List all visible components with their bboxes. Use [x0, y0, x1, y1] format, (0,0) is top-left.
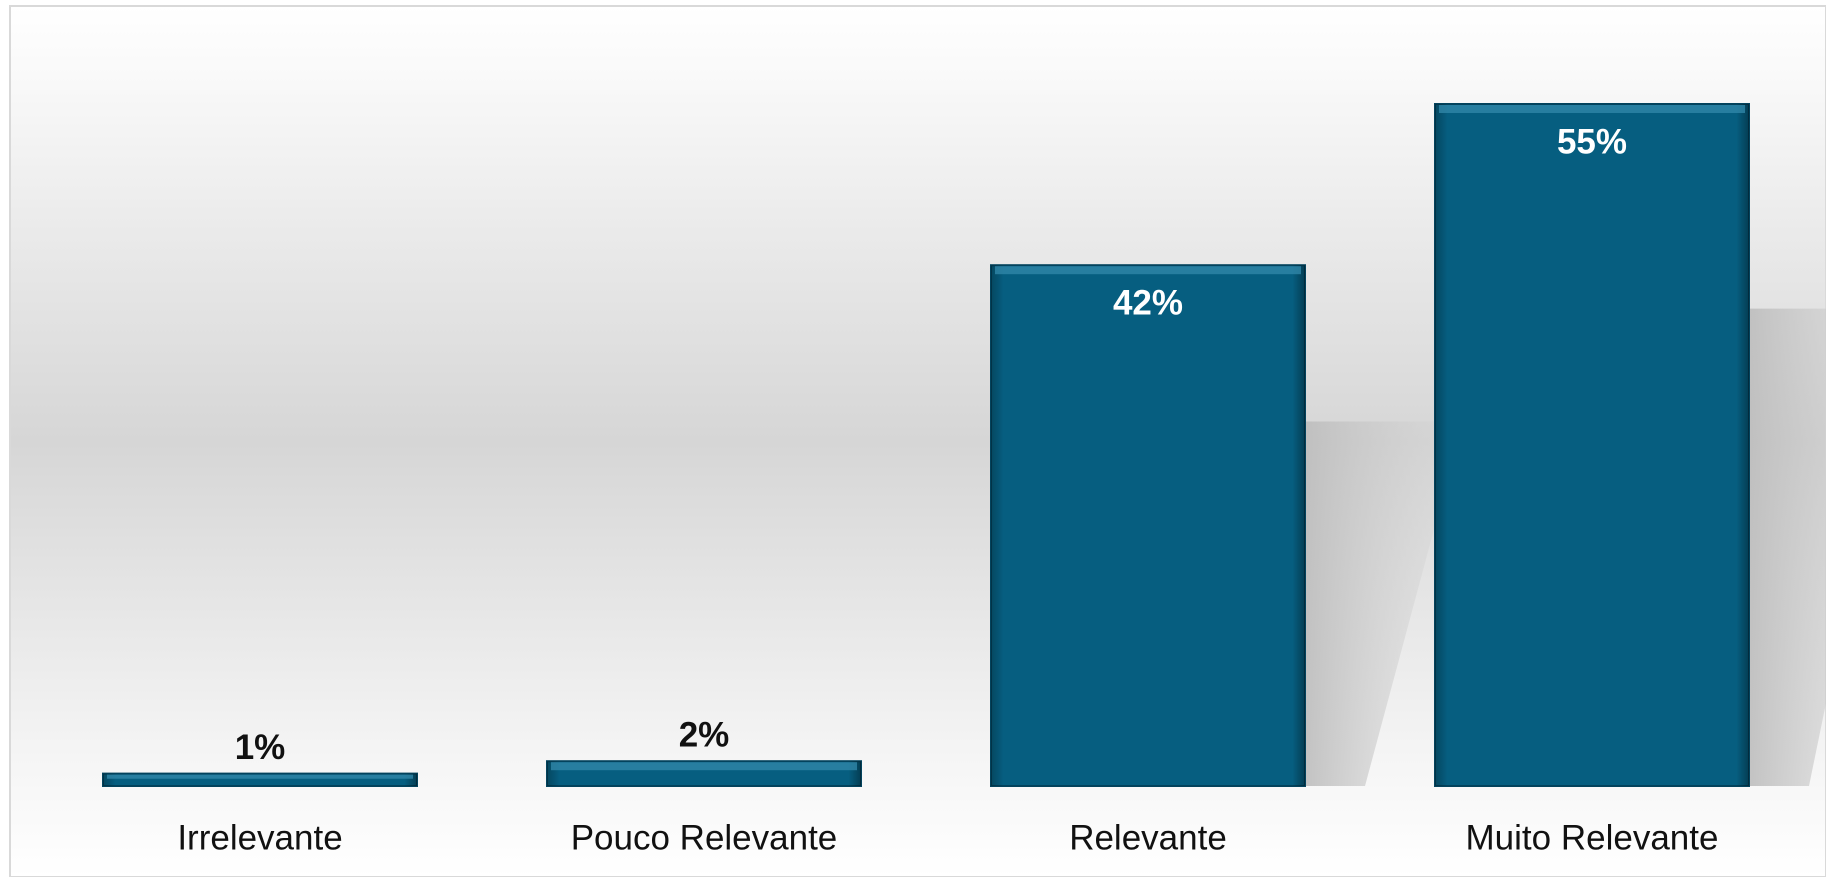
value-label: 1%	[235, 728, 286, 767]
bar-highlight	[107, 774, 413, 779]
x-tick-label: Muito Relevante	[1466, 818, 1719, 857]
x-tick-label: Pouco Relevante	[571, 818, 838, 857]
bars: 1% Irrelevante 2% Pouco Relevante 42% Relevan…	[102, 103, 1826, 857]
x-tick-label: Relevante	[1069, 818, 1227, 857]
bar-bevel	[991, 265, 1305, 786]
value-label: 42%	[1113, 283, 1183, 322]
bar-bevel	[1435, 104, 1749, 786]
value-label: 55%	[1557, 122, 1627, 161]
value-label: 2%	[679, 715, 730, 754]
bar-shadow	[1305, 421, 1435, 786]
bar-highlight	[551, 762, 857, 771]
bar-shadow	[1749, 308, 1826, 786]
x-tick-label: Irrelevante	[177, 818, 342, 857]
bar-highlight	[1439, 105, 1745, 113]
bar-highlight	[995, 266, 1301, 275]
